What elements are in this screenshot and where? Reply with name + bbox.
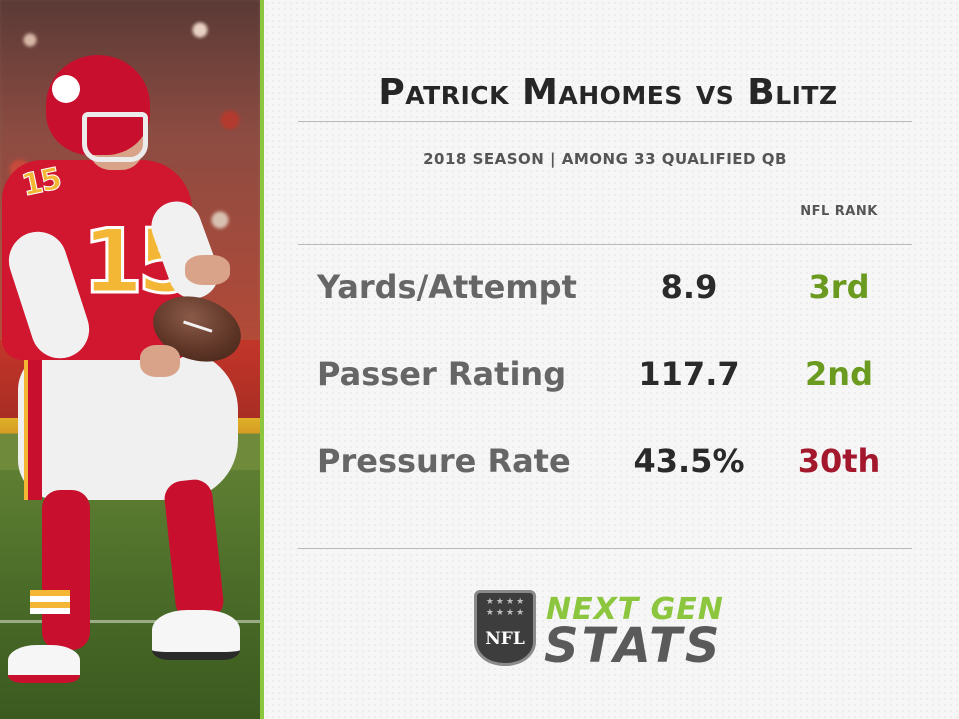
footer-divider bbox=[298, 548, 912, 549]
stat-label: Passer Rating bbox=[317, 355, 567, 393]
player-left-cleat bbox=[8, 645, 80, 683]
stat-rank: 3rd bbox=[808, 268, 870, 306]
stat-row: Yards/Attempt 8.9 3rd bbox=[264, 268, 959, 318]
stat-label: Pressure Rate bbox=[317, 442, 571, 480]
logo-bottom-word: STATS bbox=[544, 618, 723, 674]
nfl-shield-icon: ★★★★ ★★★★ NFL bbox=[474, 590, 536, 666]
player-photo: 15 15 bbox=[0, 0, 260, 719]
stat-value: 117.7 bbox=[638, 355, 740, 393]
player-left-leg bbox=[42, 490, 90, 650]
header-divider bbox=[298, 244, 912, 245]
stats-panel: Patrick Mahomes vs Blitz 2018 SEASON | A… bbox=[264, 0, 959, 719]
shield-stars-icon: ★★★★ ★★★★ bbox=[485, 597, 527, 618]
player-sock bbox=[30, 590, 70, 614]
player-right-cleat bbox=[152, 610, 240, 660]
stat-value: 43.5% bbox=[633, 442, 745, 480]
next-gen-stats-logo: ★★★★ ★★★★ NFL NEXT GEN STATS bbox=[474, 590, 744, 674]
green-divider bbox=[260, 0, 264, 719]
player-helmet bbox=[46, 55, 150, 155]
player-pants bbox=[18, 350, 238, 500]
stat-row: Pressure Rate 43.5% 30th bbox=[264, 442, 959, 492]
stat-row: Passer Rating 117.7 2nd bbox=[264, 355, 959, 405]
stat-rank: 2nd bbox=[805, 355, 873, 393]
shield-text: NFL bbox=[485, 629, 525, 649]
player-hand bbox=[185, 255, 230, 285]
logo-top-word: NEXT GEN bbox=[546, 592, 724, 627]
subtitle: 2018 SEASON | AMONG 33 QUALIFIED QB bbox=[423, 150, 787, 168]
rank-column-header: NFL RANK bbox=[800, 204, 878, 219]
stat-rank: 30th bbox=[797, 442, 881, 480]
player-glove bbox=[140, 345, 180, 377]
title-divider bbox=[298, 121, 912, 122]
stat-label: Yards/Attempt bbox=[317, 268, 577, 306]
helmet-facemask bbox=[82, 112, 148, 162]
stat-value: 8.9 bbox=[660, 268, 718, 306]
page-title: Patrick Mahomes vs Blitz bbox=[378, 72, 838, 113]
